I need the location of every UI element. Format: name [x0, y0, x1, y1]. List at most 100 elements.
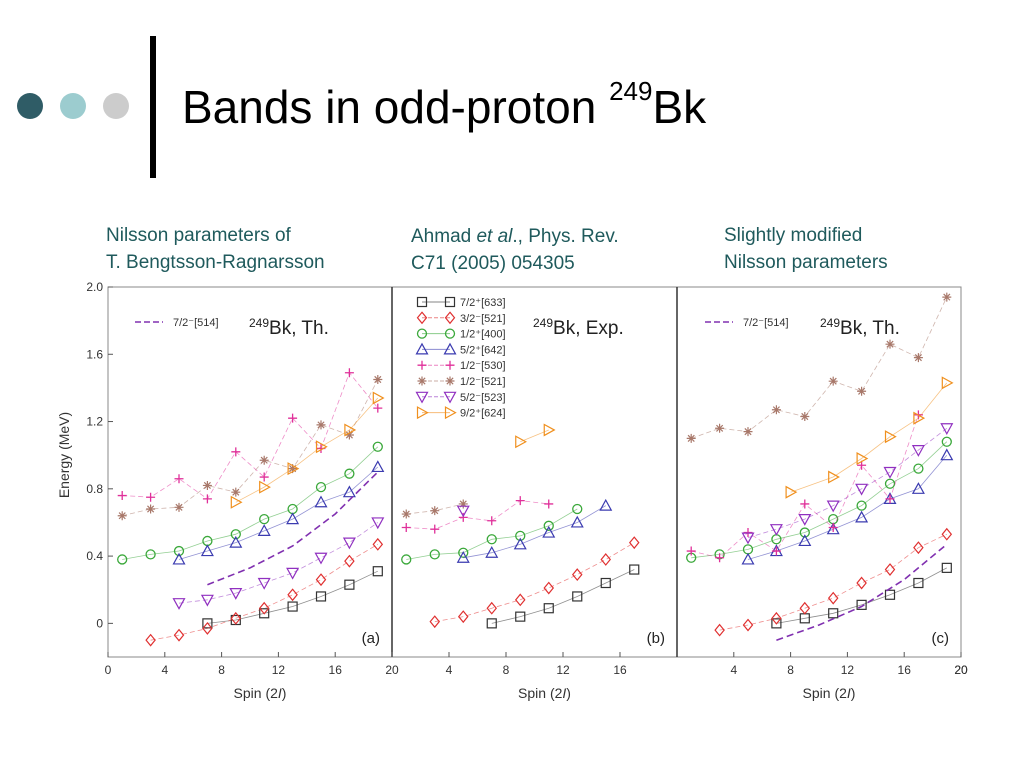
- data-point: [826, 500, 840, 513]
- data-point: [316, 420, 326, 430]
- data-point: [826, 522, 840, 535]
- data-point: [799, 601, 811, 615]
- data-point: [314, 495, 328, 508]
- data-point: [715, 553, 725, 563]
- series-line: [747, 454, 948, 560]
- data-point: [884, 478, 896, 489]
- data-point: [855, 510, 869, 523]
- data-point: [202, 621, 213, 635]
- data-point: [117, 511, 127, 521]
- panel-label: (b): [647, 630, 665, 647]
- data-point: [884, 563, 896, 576]
- data-point: [827, 591, 839, 605]
- data-point: [372, 566, 383, 577]
- data-point: [572, 503, 583, 515]
- legend-marker: [416, 406, 429, 420]
- data-point: [457, 610, 469, 624]
- data-point: [487, 516, 497, 526]
- series-line: [790, 382, 948, 493]
- series-triangle-down: [172, 517, 385, 610]
- data-point: [485, 545, 499, 558]
- data-point: [715, 423, 725, 433]
- legend-label: 5/2⁺[642]: [460, 344, 506, 356]
- series-circle: [117, 441, 383, 565]
- legend-label: 1/2⁻[521]: [460, 376, 506, 388]
- series-line: [178, 466, 379, 560]
- data-point: [856, 599, 867, 610]
- data-point: [373, 375, 383, 384]
- legend-marker: [443, 391, 457, 404]
- series-line: [719, 533, 947, 631]
- data-point: [229, 535, 243, 548]
- series-circle: [401, 503, 583, 565]
- data-point: [342, 485, 356, 498]
- data-point: [941, 436, 952, 447]
- data-point: [515, 611, 526, 622]
- panel-label: (c): [932, 630, 950, 647]
- caption-panel-b: Ahmad et al., Phys. Rev. C71 (2005) 0543…: [411, 223, 619, 277]
- data-point: [258, 601, 270, 615]
- data-point: [571, 568, 583, 582]
- series-triangle-right: [515, 423, 556, 449]
- data-point: [742, 618, 754, 632]
- caption-a-line2: T. Bengtsson-Ragnarsson: [106, 252, 325, 273]
- data-point: [828, 470, 840, 484]
- data-point: [940, 423, 954, 436]
- panel-a: 0 4 8 12 16 20 Spin (2I) 249Bk, Th. (a) 7/2⁻[514]: [105, 316, 399, 701]
- series-diamond: [429, 536, 640, 629]
- legend-marker: [445, 376, 455, 386]
- data-point: [913, 411, 926, 425]
- dashed-legend-label: 7/2⁻[514]: [173, 317, 219, 329]
- data-point: [401, 523, 411, 532]
- legend-label: 3/2⁻[521]: [460, 313, 506, 325]
- data-point: [686, 433, 696, 443]
- data-point: [543, 603, 554, 614]
- data-point: [458, 547, 469, 558]
- data-point: [174, 502, 184, 512]
- data-point: [315, 440, 328, 454]
- data-point: [344, 423, 357, 437]
- legend-marker: [416, 311, 428, 325]
- data-point: [315, 591, 327, 602]
- data-point: [913, 463, 924, 474]
- data-point: [372, 441, 383, 452]
- series-plus: [401, 496, 554, 534]
- data-point: [771, 611, 782, 625]
- data-point: [785, 485, 798, 499]
- legend-marker: [444, 311, 456, 325]
- data-point: [913, 577, 924, 589]
- legend-marker: [417, 360, 427, 370]
- data-point: [259, 455, 269, 465]
- x-axis-label: Spin (2I): [803, 685, 856, 701]
- legend-marker: [444, 328, 456, 339]
- panel-header: 249Bk, Th.: [249, 316, 329, 339]
- caption-a-line1: Nilsson parameters of: [106, 225, 291, 246]
- data-point: [486, 534, 497, 545]
- data-point: [570, 515, 584, 528]
- x-tick-label: 16: [329, 663, 343, 677]
- data-point: [344, 579, 355, 590]
- series-line: [122, 379, 379, 517]
- bullet-dot-light: [60, 93, 86, 119]
- data-point: [799, 527, 810, 538]
- data-point: [342, 537, 356, 550]
- x-axis-label: Spin (2I): [518, 685, 571, 701]
- data-point: [913, 541, 924, 555]
- data-point: [542, 525, 556, 538]
- panel-b: 4 8 12 16 Spin (2I) 249Bk, Exp. (b): [401, 316, 665, 701]
- data-point: [145, 633, 156, 647]
- data-point: [883, 466, 897, 479]
- data-point: [401, 509, 411, 519]
- data-point: [911, 482, 925, 494]
- y-tick-label: 0.4: [86, 549, 103, 563]
- data-point: [344, 468, 355, 479]
- data-point: [800, 412, 810, 421]
- data-point: [257, 524, 271, 536]
- data-point: [314, 552, 328, 565]
- data-point: [344, 554, 355, 568]
- x-tick-label: 0: [105, 663, 112, 677]
- x-tick-label: 8: [218, 663, 225, 677]
- x-tick-label: 12: [272, 663, 286, 677]
- legend-marker: [445, 360, 455, 370]
